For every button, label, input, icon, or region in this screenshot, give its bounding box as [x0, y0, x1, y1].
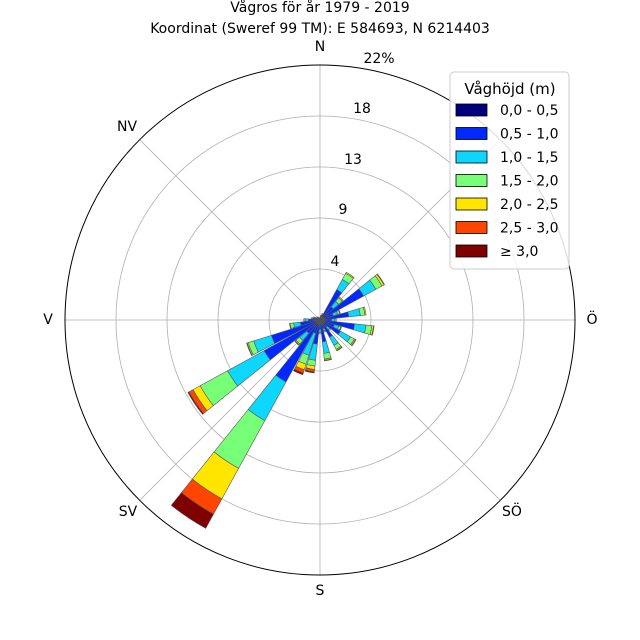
polar-outer-frame: [64, 64, 576, 576]
bar-segment: [170, 492, 214, 529]
legend-label: 0,0 - 0,5: [500, 103, 558, 119]
bar-segment: [246, 342, 253, 356]
legend-frame: [449, 71, 570, 270]
bar-segment: [334, 318, 337, 322]
legend-swatch: [455, 103, 488, 117]
legend-items: 0,0 - 0,5 0,5 - 1,0 1,0 - 1,5 1,5 - 2,0 2,0 …: [455, 103, 558, 260]
dir-label-nv: NV: [117, 119, 137, 135]
legend-swatch: [455, 174, 488, 187]
bar-segment: [338, 309, 341, 315]
bar-segment: [289, 322, 292, 329]
direction-labels: N Ö SÖ S SV V NV: [43, 39, 597, 599]
bar-segment: [312, 316, 316, 319]
radial-tick-label: 22%: [363, 51, 394, 67]
legend-swatch: [455, 197, 488, 211]
dir-label-v: V: [43, 312, 53, 328]
radial-tick-label: 18: [353, 101, 371, 117]
bar-segment: [318, 317, 321, 320]
bar-segment: [345, 271, 355, 279]
bar-segment: [294, 340, 300, 346]
legend-swatch: [455, 127, 488, 140]
bar-segment: [187, 391, 204, 415]
radial-tick-labels: 4 9 13 18 22%: [331, 51, 395, 270]
bar-segment: [293, 368, 304, 376]
bar-segment: [351, 339, 357, 347]
legend-label: 1,0 - 1,5: [500, 150, 558, 166]
legend-swatch: [455, 221, 488, 234]
bar-segment: [347, 308, 361, 318]
polar-grid: [65, 65, 575, 575]
bar-segment: [339, 326, 342, 331]
radial-tick-label: 4: [331, 254, 340, 270]
bar-segment: [338, 296, 344, 302]
bar-segment: [303, 318, 306, 322]
bar-segment: [324, 358, 332, 362]
dir-label-o: Ö: [586, 310, 597, 328]
dir-label-n: N: [315, 39, 325, 55]
chart-legend: Våghöjd (m) 0,0 - 0,5 0,5 - 1,0 1,0 - 1,5 1…: [449, 71, 570, 270]
legend-label: 2,5 - 3,0: [500, 221, 558, 237]
bar-segment: [322, 340, 330, 354]
bar-segment: [371, 325, 375, 336]
legend-swatch: [455, 244, 488, 258]
legend-label: 2,0 - 2,5: [500, 197, 558, 213]
bar-segment: [376, 273, 385, 286]
legend-swatch: [455, 150, 488, 164]
radial-tick-label: 13: [344, 152, 362, 168]
dir-label-so: SÖ: [502, 502, 522, 520]
chart-subtitle: Koordinat (Sweref 99 TM): E 584693, N 62…: [150, 21, 490, 37]
bar-segment: [353, 323, 367, 334]
grid-spoke: [139, 139, 321, 321]
bar-segment: [311, 317, 313, 320]
bars-group: [170, 271, 385, 529]
bar-segment: [304, 369, 315, 374]
bar-segment: [336, 346, 343, 352]
legend-label: ≥ 3,0: [500, 244, 538, 260]
bar-segment: [318, 332, 322, 335]
legend-label: 0,5 - 1,0: [500, 127, 558, 143]
bar-segment: [331, 318, 336, 322]
grid-spoke: [139, 319, 321, 501]
bar-segment: [327, 327, 332, 332]
bar-segment: [316, 316, 319, 319]
legend-title: Våghöjd (m): [464, 80, 555, 98]
legend-label: 1,5 - 2,0: [500, 174, 558, 190]
grid-spoke: [319, 319, 501, 501]
bar-segment: [304, 318, 309, 322]
dir-label-sv: SV: [119, 504, 138, 520]
chart-title: Vågros för år 1979 - 2019: [230, 0, 409, 16]
bar-segment: [363, 306, 367, 316]
radial-tick-label: 9: [339, 202, 348, 218]
dir-label-s: S: [316, 583, 325, 599]
